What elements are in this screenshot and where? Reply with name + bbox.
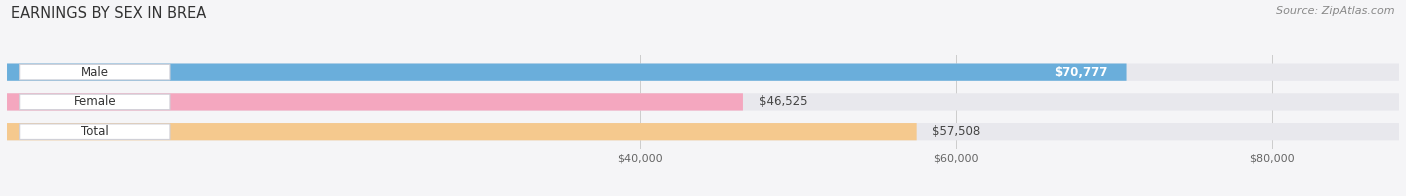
Text: Total: Total <box>82 125 108 138</box>
Text: EARNINGS BY SEX IN BREA: EARNINGS BY SEX IN BREA <box>11 6 207 21</box>
Text: Female: Female <box>73 95 117 108</box>
FancyBboxPatch shape <box>7 93 742 111</box>
Text: Source: ZipAtlas.com: Source: ZipAtlas.com <box>1277 6 1395 16</box>
FancyBboxPatch shape <box>7 93 1399 111</box>
FancyBboxPatch shape <box>7 123 1399 140</box>
Text: $57,508: $57,508 <box>932 125 981 138</box>
FancyBboxPatch shape <box>7 64 1399 81</box>
FancyBboxPatch shape <box>20 64 170 80</box>
FancyBboxPatch shape <box>7 64 1126 81</box>
FancyBboxPatch shape <box>7 123 917 140</box>
Text: $70,777: $70,777 <box>1054 66 1108 79</box>
Text: $46,525: $46,525 <box>759 95 807 108</box>
Text: Male: Male <box>80 66 108 79</box>
FancyBboxPatch shape <box>20 94 170 110</box>
FancyBboxPatch shape <box>20 124 170 139</box>
